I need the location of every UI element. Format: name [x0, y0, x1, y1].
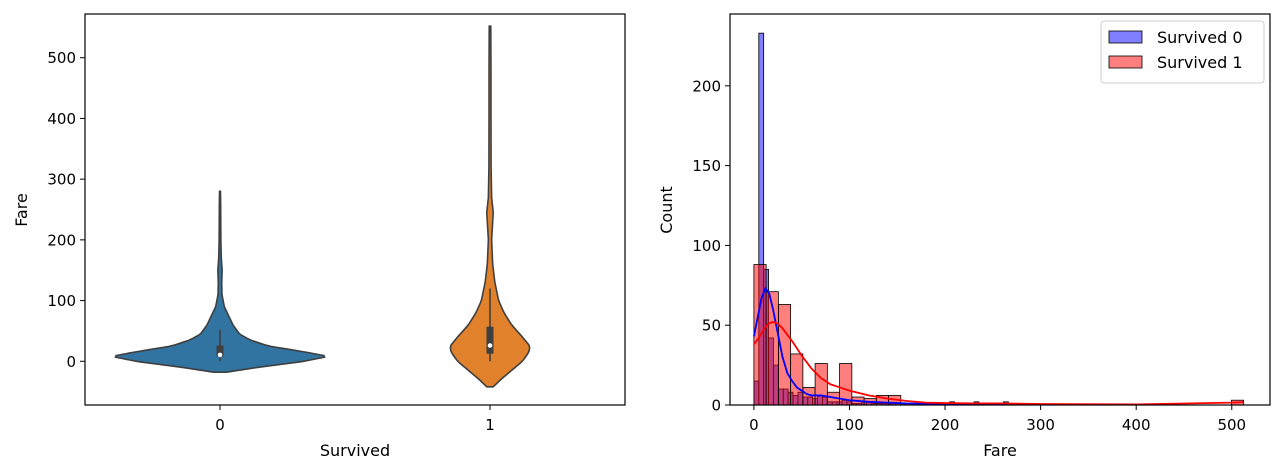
histogram-y-axis-label: Count: [657, 186, 676, 234]
hist-y-tick-label: 100: [692, 237, 721, 255]
hist-x-tick-label: 100: [835, 416, 864, 434]
violin-iqr-box-0: [216, 345, 224, 357]
violin-y-tick-label: 0: [66, 353, 76, 371]
violin-body-1: [449, 25, 531, 388]
hist-y-tick-label: 150: [692, 157, 721, 175]
hist-x-tick-label: 300: [1026, 416, 1055, 434]
violin-y-tick-label: 300: [47, 171, 76, 189]
violin-marks: [114, 25, 531, 388]
violin-y-axis-label: Fare: [12, 193, 31, 227]
hist-y-tick-label: 0: [711, 397, 721, 415]
hist-x-tick-label: 400: [1122, 416, 1151, 434]
histogram-x-axis-label: Fare: [983, 441, 1017, 460]
hist-x-tick-label: 500: [1217, 416, 1246, 434]
violin-x-tick-label: 1: [485, 416, 495, 434]
legend-label-survived-1: Survived 1: [1157, 53, 1243, 72]
hist-y-tick-label: 200: [692, 77, 721, 95]
violin-chart: 0 1 0 100 200 300 400 500 Survived Fare: [12, 13, 626, 460]
hist-x-tick-label: 200: [931, 416, 960, 434]
histogram-legend: Survived 0 Survived 1: [1100, 20, 1265, 84]
violin-y-tick-label: 100: [47, 292, 76, 310]
violin-median-1: [487, 343, 493, 348]
legend-swatch-survived-0: [1108, 30, 1143, 44]
hist-bar-survived-1: [777, 304, 792, 406]
violin-plot-frame: [84, 13, 626, 406]
violin-x-axis-label: Survived: [320, 441, 390, 460]
violin-median-0: [217, 352, 223, 358]
violin-axes: 0 1 0 100 200 300 400 500: [47, 49, 494, 434]
legend-swatch-survived-1: [1108, 55, 1143, 69]
hist-y-tick-label: 50: [702, 317, 721, 335]
violin-iqr-box-1: [486, 326, 494, 354]
legend-label-survived-0: Survived 0: [1157, 28, 1243, 47]
histogram-axes: 0 100 200 300 400 500 0 50 100 150 200: [692, 77, 1246, 434]
histogram-marks: [753, 32, 1245, 406]
kde-line-survived-0: [753, 286, 1012, 406]
hist-bar-survived-1: [814, 363, 828, 406]
kde-line-survived-1: [753, 321, 1244, 406]
violin-y-tick-label: 200: [47, 231, 76, 249]
hist-x-tick-label: 0: [749, 416, 759, 434]
violin-y-tick-label: 500: [47, 49, 76, 67]
violin-x-tick-label: 0: [215, 416, 225, 434]
hist-bar-survived-1: [790, 353, 804, 406]
violin-body-0: [114, 190, 326, 374]
histogram-plot-frame: [729, 13, 1271, 406]
violin-y-tick-label: 400: [47, 110, 76, 128]
